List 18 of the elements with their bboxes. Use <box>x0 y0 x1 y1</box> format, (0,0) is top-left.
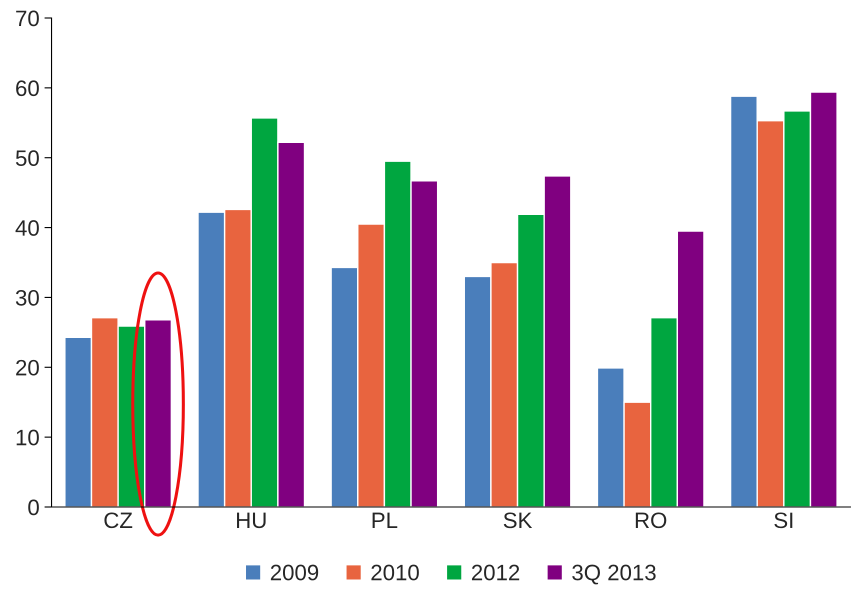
y-tick-label: 60 <box>16 80 39 96</box>
x-tick-label: SK <box>504 512 532 528</box>
legend-label: 2010 <box>371 564 419 580</box>
y-tick-label: 30 <box>16 290 39 306</box>
x-tick-label: CZ <box>104 512 132 528</box>
x-tick-label: PL <box>372 512 398 528</box>
legend-label: 3Q 2013 <box>572 564 656 584</box>
y-tick-label: 0 <box>28 500 39 516</box>
y-tick-label: 20 <box>16 360 39 376</box>
y-tick-label: 70 <box>16 10 39 26</box>
y-tick-label: 40 <box>16 220 39 236</box>
y-tick-label: 50 <box>16 150 39 166</box>
legend-label: 2012 <box>472 564 520 580</box>
x-tick-label: SI <box>774 512 792 528</box>
y-tick-label: 10 <box>16 430 39 446</box>
legend-label: 2009 <box>270 564 318 580</box>
x-tick-label: RO <box>636 512 666 528</box>
x-tick-label: HU <box>237 512 266 528</box>
